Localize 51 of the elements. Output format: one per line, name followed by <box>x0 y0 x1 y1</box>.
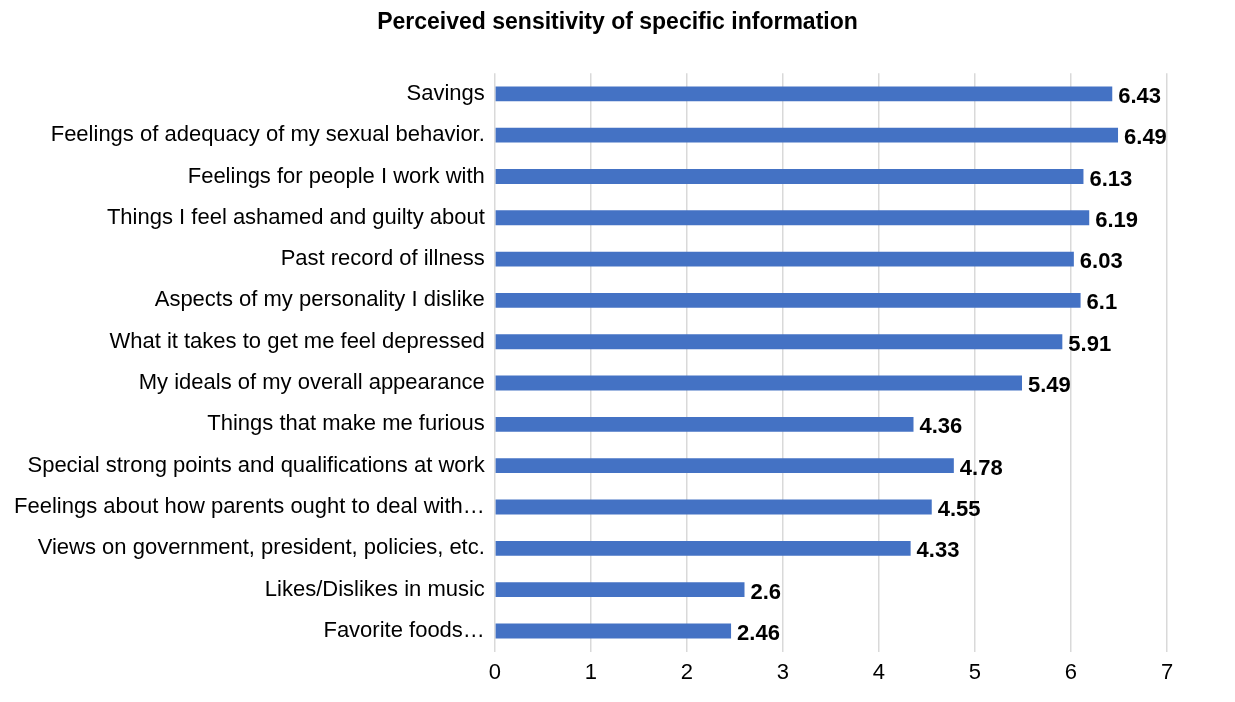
bar <box>495 623 732 639</box>
y-tick-label: Feelings about how parents ought to deal with… <box>13 493 485 519</box>
bar <box>495 540 911 556</box>
data-label: 4.55 <box>937 496 981 522</box>
bar <box>495 251 1074 267</box>
y-tick-label: Views on government, president, policies, etc. <box>37 534 485 560</box>
bar <box>495 292 1081 308</box>
data-label: 6.03 <box>1079 248 1123 274</box>
bar <box>495 169 1084 184</box>
y-tick-label: What it takes to get me feel depressed <box>109 327 485 353</box>
bar <box>495 334 1063 350</box>
data-label: 5.91 <box>1068 330 1112 356</box>
x-tick-label: 5 <box>968 658 982 684</box>
y-tick-label: My ideals of my overall appearance <box>138 369 485 395</box>
x-tick-label: 6 <box>1064 658 1078 684</box>
data-label: 6.43 <box>1118 82 1162 108</box>
bar <box>495 416 914 432</box>
data-label: 6.49 <box>1124 124 1167 150</box>
y-tick-label: Favorite foods… <box>323 617 485 643</box>
x-tick-label: 2 <box>680 658 694 684</box>
bar <box>495 375 1023 391</box>
y-tick-label: Things I feel ashamed and guilty about <box>106 203 485 229</box>
data-label: 6.1 <box>1086 289 1118 315</box>
bar <box>495 582 745 598</box>
y-tick-label: Feelings for people I work with <box>187 162 485 188</box>
data-label: 5.49 <box>1028 372 1071 398</box>
data-label: 4.78 <box>959 454 1003 480</box>
data-label: 2.6 <box>750 578 782 604</box>
x-tick-label: 1 <box>584 658 597 684</box>
x-tick-label: 7 <box>1160 658 1174 684</box>
x-tick-label: 0 <box>488 658 501 684</box>
y-tick-label: Special strong points and qualifications at work <box>27 451 486 477</box>
y-tick-label: Things that make me furious <box>207 410 485 436</box>
data-label: 4.36 <box>919 413 963 439</box>
data-label: 6.19 <box>1095 206 1139 232</box>
chart-title: Perceived sensitivity of specific information <box>376 8 859 35</box>
bar <box>495 127 1119 143</box>
bar <box>495 86 1113 102</box>
bar <box>495 210 1090 226</box>
x-tick-label: 4 <box>872 658 886 684</box>
data-label: 6.13 <box>1089 165 1133 191</box>
x-tick-label: 3 <box>776 658 790 684</box>
y-tick-label: Savings <box>406 79 485 105</box>
data-label: 4.33 <box>916 537 960 563</box>
y-tick-label: Past record of illness <box>280 245 485 271</box>
bar <box>495 458 954 474</box>
bar <box>495 499 932 515</box>
y-tick-label: Likes/Dislikes in music <box>264 575 485 601</box>
data-label: 2.46 <box>737 620 780 646</box>
y-tick-label: Feelings of adequacy of my sexual behavior. <box>50 121 485 147</box>
y-tick-label: Aspects of my personality I dislike <box>154 286 485 312</box>
